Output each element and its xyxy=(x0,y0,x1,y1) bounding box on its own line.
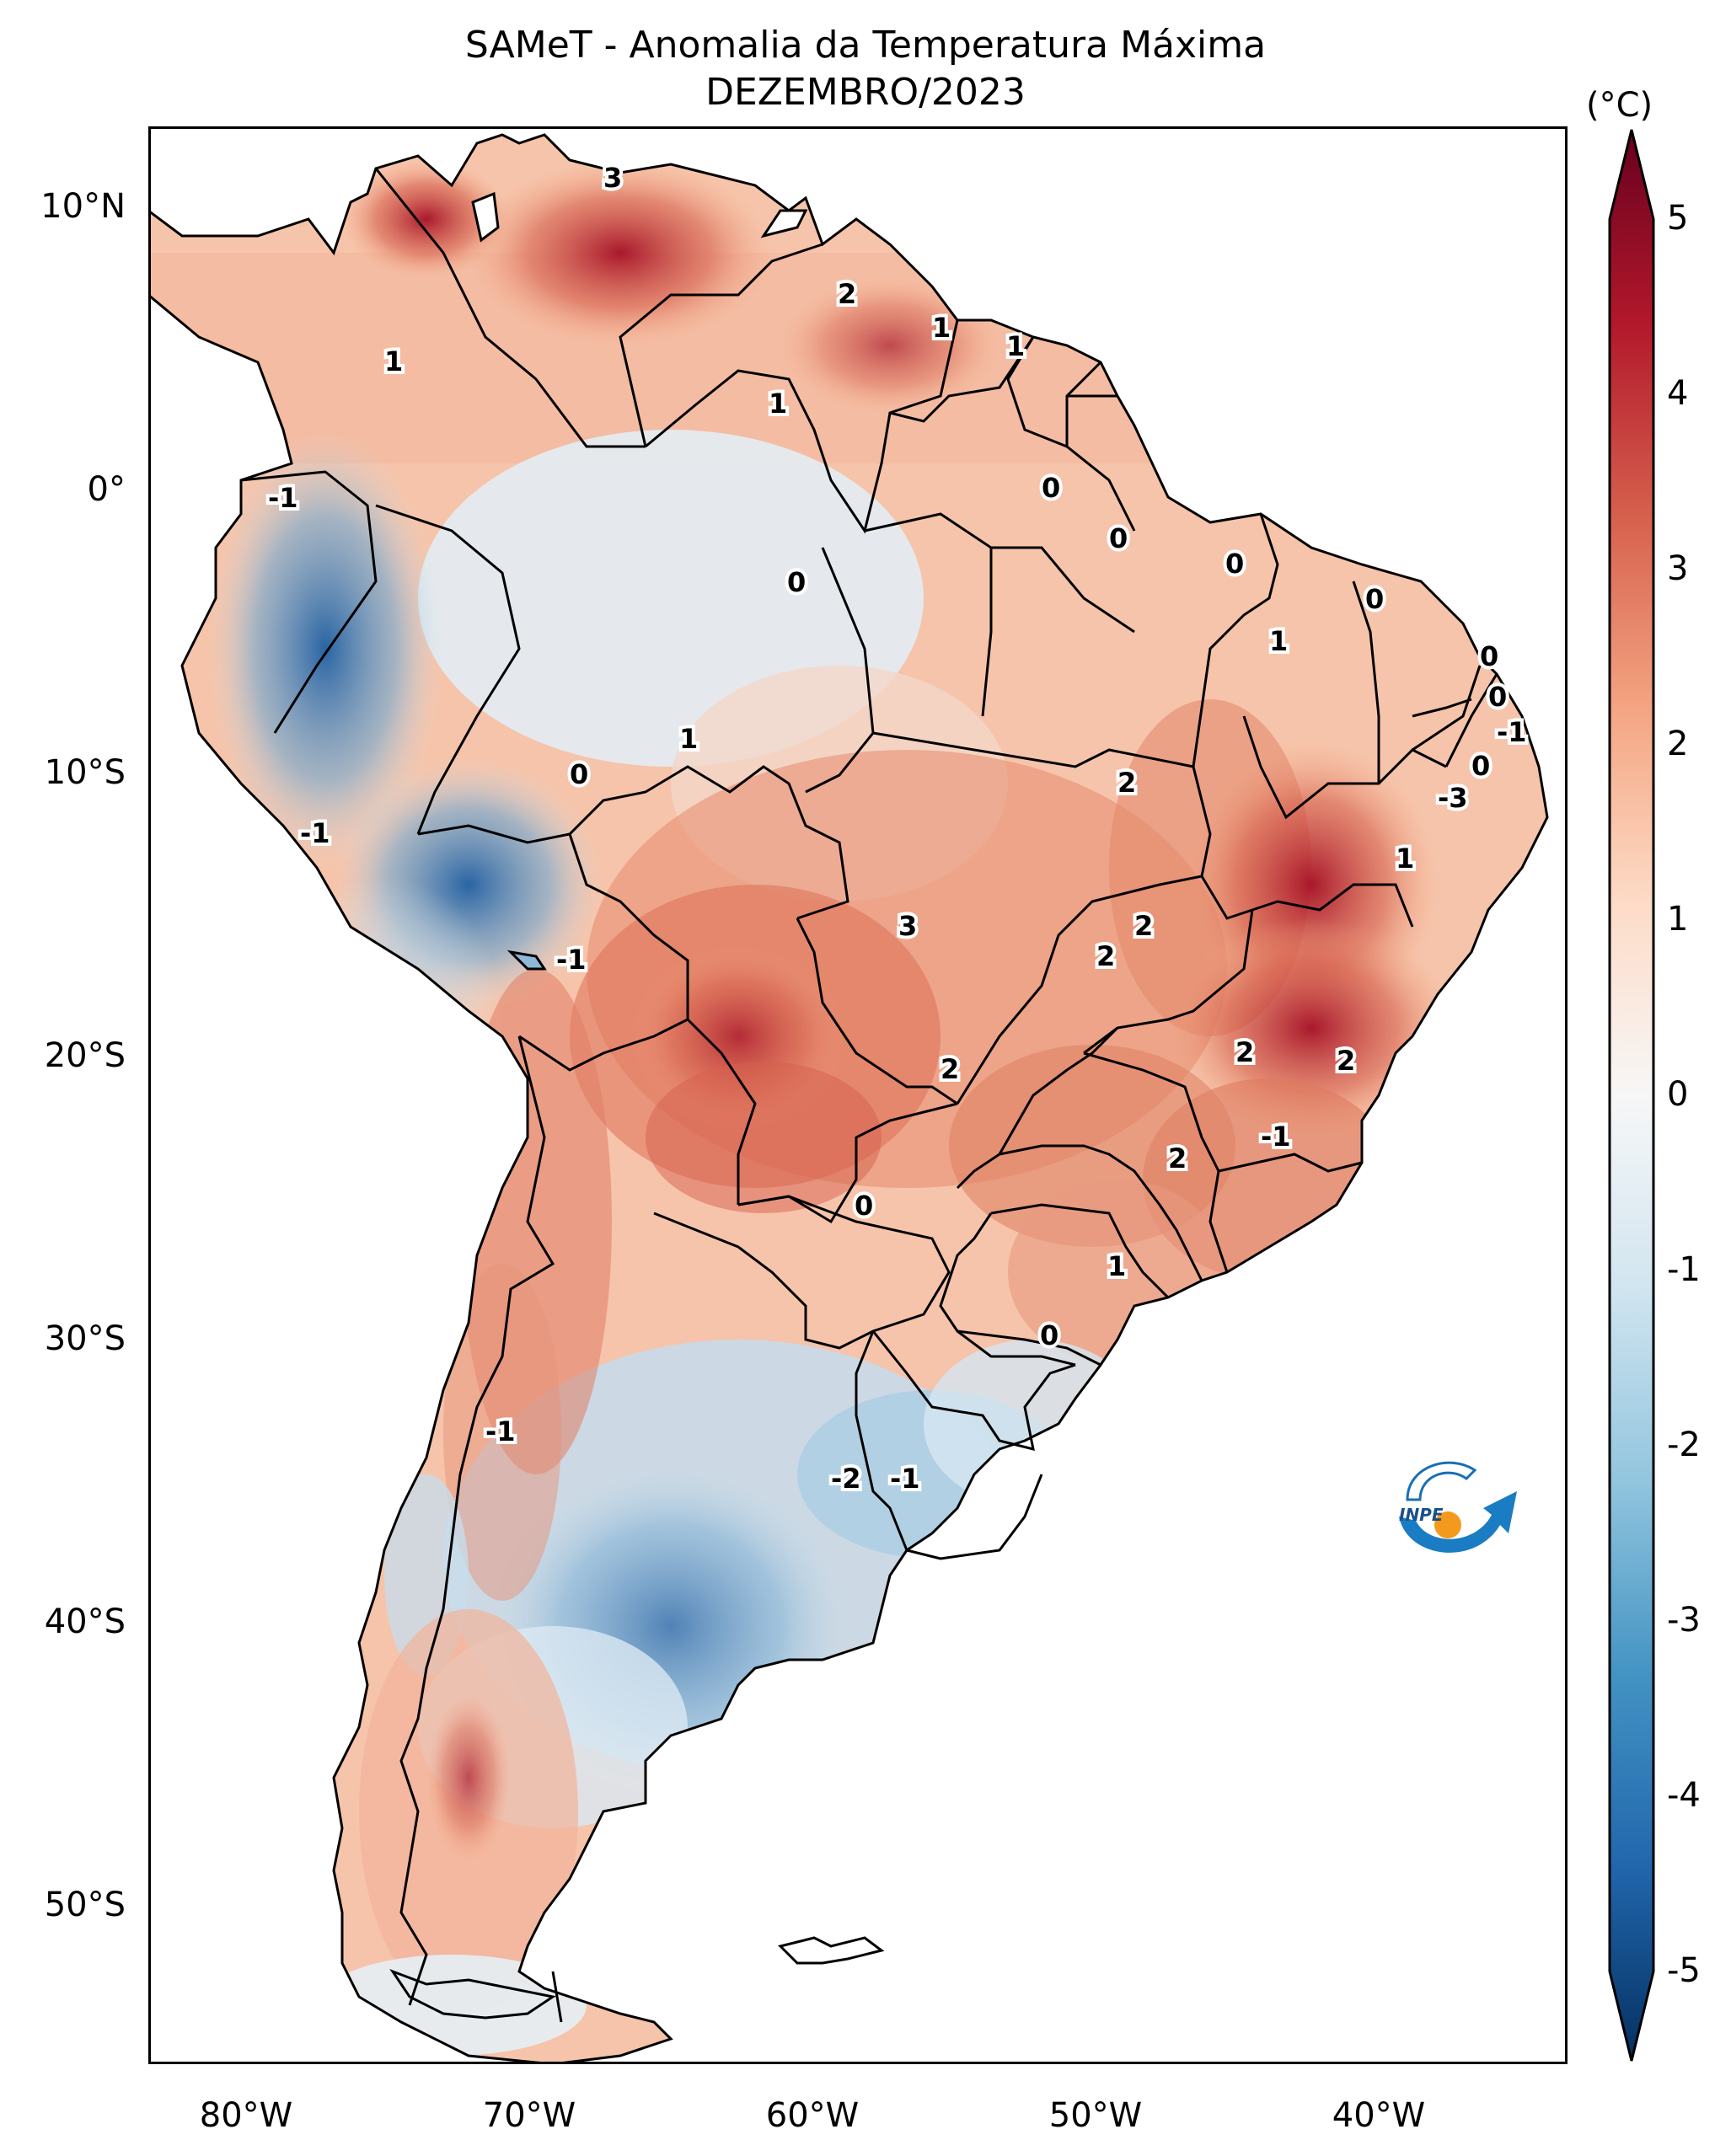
y-tick-label: 20°S xyxy=(44,1036,126,1075)
contour-label: -1 xyxy=(890,1463,920,1495)
contour-label: 2 xyxy=(941,1053,959,1085)
x-tick-label: 70°W xyxy=(482,2096,576,2135)
colorbar xyxy=(1608,129,1655,2062)
colorbar-tick: 2 xyxy=(1667,725,1689,763)
contour-label: 2 xyxy=(1235,1036,1254,1068)
contour-labels: 3 2 1 1 1 1 0 0 0 0 -1 0 1 0 0 -1 0 1 0 … xyxy=(265,158,1530,1498)
colorbar-scale xyxy=(1608,129,1655,2062)
contour-label: -2 xyxy=(831,1463,861,1495)
contour-label: 1 xyxy=(384,345,403,377)
contour-label: -1 xyxy=(268,482,298,514)
contour-label: 1 xyxy=(1006,330,1025,362)
colorbar-tick: 5 xyxy=(1667,199,1689,238)
contour-label: 1 xyxy=(932,312,951,344)
colorbar-unit: (°C) xyxy=(1586,86,1653,125)
contour-label: 0 xyxy=(1042,472,1060,504)
colorbar-tick: 3 xyxy=(1667,549,1689,588)
contour-label: 0 xyxy=(1040,1319,1058,1351)
contour-label: -1 xyxy=(1497,716,1527,748)
y-tick-label: 10°S xyxy=(44,753,126,792)
x-tick-label: 60°W xyxy=(765,2096,860,2135)
colorbar-tick: -4 xyxy=(1667,1776,1701,1815)
y-tick-label: 30°S xyxy=(44,1319,126,1358)
inpe-logo-icon: INPE xyxy=(1399,1461,1517,1553)
y-tick-label: 40°S xyxy=(44,1602,126,1641)
contour-label: 2 xyxy=(1117,767,1136,799)
contour-label: 1 xyxy=(679,723,698,755)
contour-label: 0 xyxy=(1471,750,1490,782)
colorbar-tick: -3 xyxy=(1667,1601,1701,1640)
colorbar-tick: 0 xyxy=(1667,1075,1689,1114)
contour-label: 2 xyxy=(838,278,856,310)
contour-label: 2 xyxy=(1168,1142,1187,1174)
map-title: SAMeT - Anomalia da Temperatura Máxima xyxy=(464,24,1267,67)
contour-label: -1 xyxy=(300,817,330,849)
colorbar-tick: -5 xyxy=(1667,1951,1701,1990)
contour-label: -1 xyxy=(485,1415,516,1447)
y-tick-label: 10°N xyxy=(40,187,126,226)
x-tick-label: 80°W xyxy=(199,2096,293,2135)
contour-label: 1 xyxy=(1269,625,1288,657)
contour-label: 2 xyxy=(1134,910,1153,942)
map-panel: 3 2 1 1 1 1 0 0 0 0 -1 0 1 0 0 -1 0 1 0 … xyxy=(148,126,1568,2064)
contour-label: 0 xyxy=(1109,522,1128,554)
contour-label: 1 xyxy=(769,388,787,420)
contour-label: 2 xyxy=(1337,1045,1355,1077)
contour-label: 2 xyxy=(1096,940,1115,972)
colorbar-tick: 4 xyxy=(1667,374,1689,413)
logo-text: INPE xyxy=(1399,1505,1444,1525)
contour-label: -1 xyxy=(556,944,587,976)
contour-label: 0 xyxy=(1225,548,1244,580)
contour-label: 1 xyxy=(1107,1250,1126,1282)
contour-label: 0 xyxy=(1488,681,1507,713)
contour-label: -3 xyxy=(1438,782,1468,814)
map-subtitle: DEZEMBRO/2023 xyxy=(705,71,1026,114)
contour-label: 0 xyxy=(1365,583,1384,615)
contour-label: 0 xyxy=(787,566,806,598)
colorbar-tick: -2 xyxy=(1667,1426,1701,1464)
x-tick-label: 50°W xyxy=(1048,2096,1143,2135)
y-tick-label: 0° xyxy=(87,470,126,509)
x-tick-label: 40°W xyxy=(1332,2096,1426,2135)
contour-label: 3 xyxy=(603,162,622,194)
contour-label: 3 xyxy=(898,910,917,942)
contour-label: 0 xyxy=(570,758,588,790)
country-borders xyxy=(148,133,1549,2064)
map-border xyxy=(148,126,1568,2064)
contour-label: 0 xyxy=(855,1190,873,1222)
y-tick-label: 50°S xyxy=(44,1886,126,1924)
colorbar-tick: -1 xyxy=(1667,1250,1701,1289)
contour-label: 0 xyxy=(1480,640,1498,672)
contour-label: 1 xyxy=(1396,843,1414,875)
colorbar-tick: 1 xyxy=(1667,900,1689,939)
contour-label: -1 xyxy=(1261,1121,1291,1153)
